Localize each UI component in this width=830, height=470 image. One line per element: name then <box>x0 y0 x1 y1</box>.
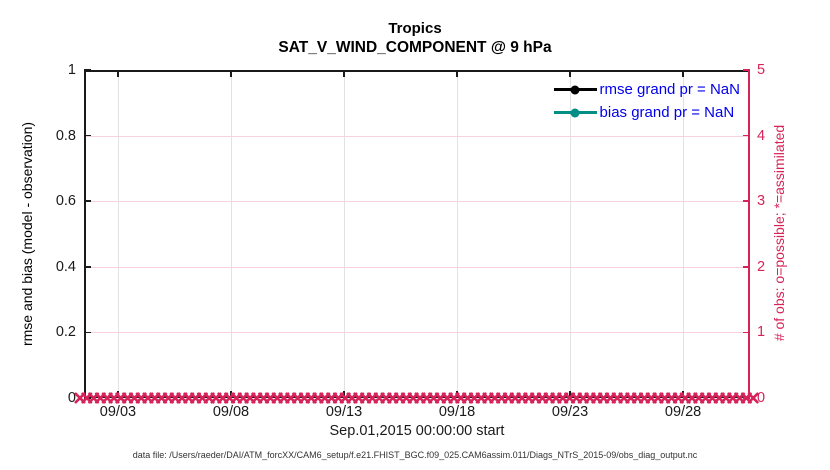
x-tick-label: 09/28 <box>664 404 702 420</box>
rmse-line-sample <box>553 85 597 94</box>
legend: rmse grand pr = NaN bias grand pr = NaN <box>553 78 740 124</box>
y-tick-label-right: 5 <box>757 62 766 78</box>
bias-marker-icon <box>570 108 580 117</box>
x-tick-bottom <box>343 391 345 398</box>
y-tick-right <box>743 200 750 202</box>
x-tick-bottom <box>230 391 232 398</box>
y-tick-left <box>84 200 91 202</box>
data-file-caption: data file: /Users/raeder/DAI/ATM_forcXX/… <box>132 450 698 460</box>
y-tick-label-left: 0 <box>67 390 76 406</box>
y-tick-right <box>743 331 750 334</box>
x-tick-top <box>230 70 232 77</box>
y-tick-label-right: 3 <box>757 193 766 210</box>
y-tick-right <box>743 69 750 71</box>
y-tick-right <box>743 266 750 268</box>
legend-label-bias: bias grand pr = NaN <box>599 104 735 121</box>
plot-area: rmse grand pr = NaN bias grand pr = NaN <box>74 69 759 404</box>
x-tick-label: 09/13 <box>325 404 363 420</box>
x-tick-top <box>569 70 571 77</box>
y-gridline <box>85 201 749 203</box>
y-tick-right <box>743 134 750 137</box>
rmse-marker-icon <box>570 85 580 94</box>
y-tick-label-left: 1 <box>67 62 76 78</box>
x-gridline <box>230 71 232 397</box>
y-tick-left <box>84 266 91 268</box>
legend-label-rmse: rmse grand pr = NaN <box>599 81 740 98</box>
x-tick-label: 09/23 <box>551 404 589 420</box>
top-spine <box>84 70 750 72</box>
y-tick-left <box>84 331 91 334</box>
chart-subtitle: SAT_V_WIND_COMPONENT @ 9 hPa <box>278 39 552 56</box>
x-marker-chain <box>74 392 759 404</box>
bias-line-sample <box>553 108 597 117</box>
left-spine <box>84 70 86 398</box>
x-tick-top <box>117 70 119 77</box>
y-tick-label-right: 2 <box>757 258 766 275</box>
x-gridline <box>344 71 345 397</box>
y-gridline <box>85 332 749 334</box>
x-tick-bottom <box>569 391 571 398</box>
left-y-axis-label: rmse and bias (model - observation) <box>19 121 35 347</box>
chart-title: Tropics <box>388 20 442 37</box>
y-tick-label-left: 0.4 <box>55 258 76 275</box>
x-tick-label: 09/08 <box>212 404 250 420</box>
legend-item-rmse: rmse grand pr = NaN <box>553 78 740 101</box>
bottom-spine <box>84 396 750 398</box>
y-gridline <box>85 266 749 268</box>
x-tick-top <box>456 70 458 77</box>
y-tick-label-right: 1 <box>757 324 766 341</box>
x-axis-title: Sep.01,2015 00:00:00 start <box>329 423 505 439</box>
legend-item-bias: bias grand pr = NaN <box>553 101 740 124</box>
x-gridline <box>117 71 119 397</box>
right-y-axis-label: # of obs: o=possible; *=assimilated <box>771 124 787 342</box>
y-tick-label-right: 0 <box>757 390 766 406</box>
x-tick-label: 09/18 <box>438 404 476 420</box>
x-tick-top <box>682 70 684 77</box>
y-tick-left <box>84 134 91 137</box>
y-tick-label-left: 0.8 <box>55 127 76 144</box>
y-gridline <box>85 135 749 137</box>
right-spine <box>748 70 750 398</box>
y-tick-label-right: 4 <box>757 127 766 144</box>
x-gridline <box>570 71 572 397</box>
x-tick-top <box>343 70 345 77</box>
x-tick-label: 09/03 <box>99 404 137 420</box>
x-gridline <box>683 71 685 397</box>
obs-assimilated-marker-band <box>74 392 759 404</box>
y-tick-label-left: 0.6 <box>55 193 76 210</box>
y-tick-label-left: 0.2 <box>55 324 76 341</box>
x-gridline <box>457 71 459 397</box>
y-tick-left <box>84 69 91 71</box>
